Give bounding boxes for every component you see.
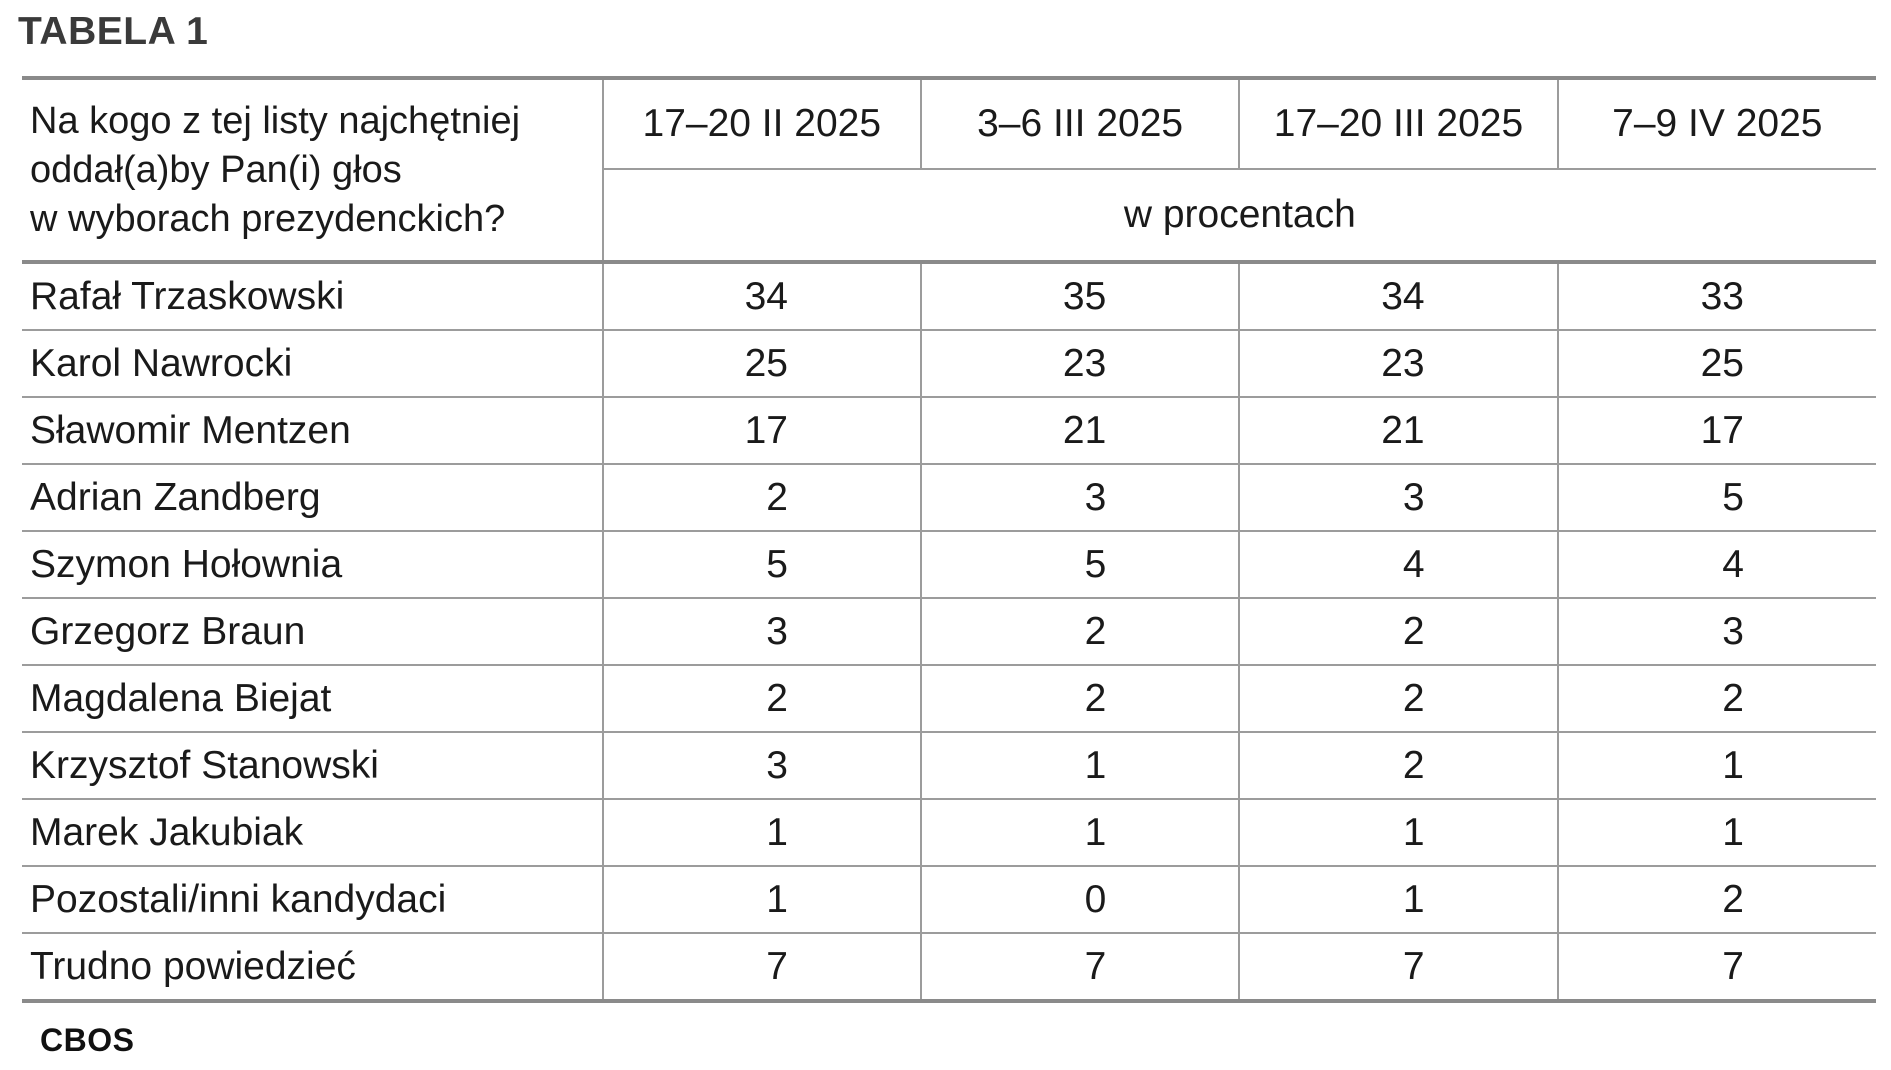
percent-value: 5 bbox=[919, 530, 1241, 599]
candidate-name: Pozostali/inni kandydaci bbox=[22, 865, 604, 934]
unit-header: w procentach bbox=[602, 167, 1876, 264]
percent-value: 4 bbox=[1238, 530, 1559, 599]
percent-value: 3 bbox=[601, 597, 922, 666]
question-header: Na kogo z tej listy najchętniej oddał(a)… bbox=[22, 76, 604, 263]
table-row: Trudno powiedzieć 7 7 7 7 bbox=[22, 932, 1876, 1003]
percent-value: 0 bbox=[919, 865, 1241, 934]
percent-value: 1 bbox=[1238, 798, 1559, 867]
percent-value: 1 bbox=[919, 731, 1241, 800]
date-header: 3–6 III 2025 bbox=[919, 76, 1241, 170]
percent-value: 21 bbox=[1238, 396, 1559, 465]
table-row: Sławomir Mentzen 17 21 21 17 bbox=[22, 396, 1876, 465]
percent-value: 25 bbox=[601, 329, 922, 398]
poll-table: Na kogo z tej listy najchętniej oddał(a)… bbox=[22, 76, 1876, 1003]
candidate-name: Karol Nawrocki bbox=[22, 329, 604, 398]
table-row: Krzysztof Stanowski 3 1 2 1 bbox=[22, 731, 1876, 800]
table-row: Pozostali/inni kandydaci 1 0 1 2 bbox=[22, 865, 1876, 934]
candidate-name: Marek Jakubiak bbox=[22, 798, 604, 867]
candidate-name: Adrian Zandberg bbox=[22, 463, 604, 532]
percent-value: 1 bbox=[1556, 798, 1876, 867]
source-label: CBOS bbox=[40, 1022, 135, 1058]
date-header: 17–20 II 2025 bbox=[601, 76, 922, 170]
candidate-name: Rafał Trzaskowski bbox=[22, 260, 604, 331]
date-header: 7–9 IV 2025 bbox=[1556, 76, 1876, 170]
percent-value: 1 bbox=[1556, 731, 1876, 800]
percent-value: 23 bbox=[919, 329, 1241, 398]
question-line: oddał(a)by Pan(i) głos bbox=[30, 148, 402, 191]
percent-value: 2 bbox=[601, 664, 922, 733]
candidate-name: Trudno powiedzieć bbox=[22, 932, 604, 1003]
table-row: Rafał Trzaskowski 34 35 34 33 bbox=[22, 260, 1876, 331]
percent-value: 2 bbox=[919, 664, 1241, 733]
candidate-name: Krzysztof Stanowski bbox=[22, 731, 604, 800]
percent-value: 2 bbox=[919, 597, 1241, 666]
table-row: Magdalena Biejat 2 2 2 2 bbox=[22, 664, 1876, 733]
percent-value: 1 bbox=[601, 798, 922, 867]
percent-value: 1 bbox=[919, 798, 1241, 867]
table-row: Szymon Hołownia 5 5 4 4 bbox=[22, 530, 1876, 599]
percent-value: 7 bbox=[1556, 932, 1876, 1003]
header-row-unit: w procentach bbox=[22, 167, 1876, 264]
question-line: w wyborach prezydenckich? bbox=[30, 197, 506, 240]
percent-value: 3 bbox=[1556, 597, 1876, 666]
percent-value: 5 bbox=[1556, 463, 1876, 532]
table-row: Karol Nawrocki 25 23 23 25 bbox=[22, 329, 1876, 398]
candidate-name: Sławomir Mentzen bbox=[22, 396, 604, 465]
candidate-name: Grzegorz Braun bbox=[22, 597, 604, 666]
percent-value: 2 bbox=[1556, 664, 1876, 733]
percent-value: 7 bbox=[601, 932, 922, 1003]
percent-value: 35 bbox=[919, 260, 1241, 331]
percent-value: 25 bbox=[1556, 329, 1876, 398]
percent-value: 34 bbox=[601, 260, 922, 331]
percent-value: 3 bbox=[919, 463, 1241, 532]
percent-value: 33 bbox=[1556, 260, 1876, 331]
percent-value: 21 bbox=[919, 396, 1241, 465]
percent-value: 1 bbox=[1238, 865, 1559, 934]
table-row: Grzegorz Braun 3 2 2 3 bbox=[22, 597, 1876, 666]
percent-value: 4 bbox=[1556, 530, 1876, 599]
percent-value: 2 bbox=[1238, 664, 1559, 733]
percent-value: 2 bbox=[1238, 597, 1559, 666]
percent-value: 2 bbox=[1556, 865, 1876, 934]
question-line: Na kogo z tej listy najchętniej bbox=[30, 99, 521, 142]
table-body: Rafał Trzaskowski 34 35 34 33 Karol Nawrocki 2… bbox=[22, 260, 1876, 1003]
date-header: 17–20 III 2025 bbox=[1238, 76, 1559, 170]
percent-value: 1 bbox=[601, 865, 922, 934]
candidate-name: Szymon Hołownia bbox=[22, 530, 604, 599]
percent-value: 17 bbox=[601, 396, 922, 465]
percent-value: 34 bbox=[1238, 260, 1559, 331]
percent-value: 17 bbox=[1556, 396, 1876, 465]
percent-value: 5 bbox=[601, 530, 922, 599]
table-label: TABELA 1 bbox=[18, 10, 209, 53]
percent-value: 23 bbox=[1238, 329, 1559, 398]
percent-value: 7 bbox=[1238, 932, 1559, 1003]
percent-value: 3 bbox=[601, 731, 922, 800]
table-row: Marek Jakubiak 1 1 1 1 bbox=[22, 798, 1876, 867]
table-row: Adrian Zandberg 2 3 3 5 bbox=[22, 463, 1876, 532]
percent-value: 3 bbox=[1238, 463, 1559, 532]
percent-value: 2 bbox=[1238, 731, 1559, 800]
percent-value: 7 bbox=[919, 932, 1241, 1003]
header-row-dates: Na kogo z tej listy najchętniej oddał(a)… bbox=[22, 76, 1876, 263]
candidate-name: Magdalena Biejat bbox=[22, 664, 604, 733]
percent-value: 2 bbox=[601, 463, 922, 532]
